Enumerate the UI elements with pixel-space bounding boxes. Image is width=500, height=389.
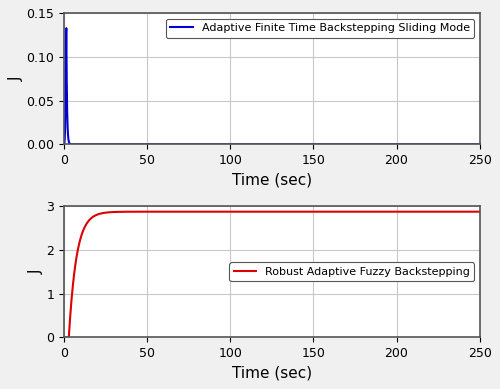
X-axis label: Time (sec): Time (sec) bbox=[232, 366, 312, 381]
Y-axis label: J: J bbox=[28, 270, 44, 274]
Adaptive Finite Time Backstepping Sliding Mode bbox=[61, 142, 67, 147]
Robust Adaptive Fuzzy Backstepping bbox=[142, 209, 148, 214]
Robust Adaptive Fuzzy Backstepping bbox=[62, 335, 68, 340]
Robust Adaptive Fuzzy Backstepping bbox=[476, 209, 482, 214]
Adaptive Finite Time Backstepping Sliding Mode bbox=[476, 142, 482, 147]
Line: Robust Adaptive Fuzzy Backstepping: Robust Adaptive Fuzzy Backstepping bbox=[64, 212, 480, 337]
Robust Adaptive Fuzzy Backstepping bbox=[86, 218, 91, 223]
X-axis label: Time (sec): Time (sec) bbox=[232, 173, 312, 187]
Legend: Robust Adaptive Fuzzy Backstepping: Robust Adaptive Fuzzy Backstepping bbox=[230, 263, 474, 281]
Robust Adaptive Fuzzy Backstepping bbox=[454, 209, 460, 214]
Robust Adaptive Fuzzy Backstepping bbox=[61, 335, 67, 340]
Adaptive Finite Time Backstepping Sliding Mode bbox=[64, 26, 70, 31]
Legend: Adaptive Finite Time Backstepping Sliding Mode: Adaptive Finite Time Backstepping Slidin… bbox=[166, 19, 474, 38]
Adaptive Finite Time Backstepping Sliding Mode bbox=[78, 142, 84, 147]
Robust Adaptive Fuzzy Backstepping bbox=[264, 209, 270, 214]
Y-axis label: J: J bbox=[8, 77, 24, 81]
Robust Adaptive Fuzzy Backstepping bbox=[78, 234, 84, 239]
Adaptive Finite Time Backstepping Sliding Mode bbox=[454, 142, 460, 147]
Adaptive Finite Time Backstepping Sliding Mode bbox=[264, 142, 270, 147]
Adaptive Finite Time Backstepping Sliding Mode bbox=[86, 142, 91, 147]
Robust Adaptive Fuzzy Backstepping bbox=[349, 209, 355, 214]
Adaptive Finite Time Backstepping Sliding Mode bbox=[62, 69, 68, 74]
Adaptive Finite Time Backstepping Sliding Mode bbox=[142, 142, 148, 147]
Line: Adaptive Finite Time Backstepping Sliding Mode: Adaptive Finite Time Backstepping Slidin… bbox=[64, 28, 480, 144]
